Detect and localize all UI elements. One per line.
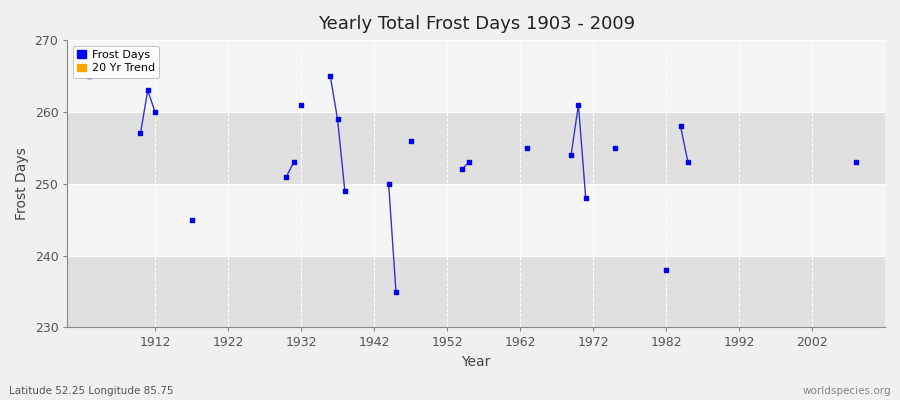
Point (572, 102, 586, 108)
Bar (68, 112, 885, 184)
Point (382, 180, 396, 187)
Point (659, 267, 673, 273)
Point (520, 145, 535, 151)
Point (389, 288, 403, 295)
Bar (68, 256, 885, 328)
Bar (68, 184, 885, 256)
Point (286, 159, 301, 166)
Bar (68, 40, 885, 112)
Point (148, 109, 162, 115)
Point (564, 152, 579, 158)
Point (608, 145, 622, 151)
Point (133, 130, 148, 137)
Point (579, 195, 593, 201)
Point (403, 138, 418, 144)
Legend: Frost Days, 20 Yr Trend: Frost Days, 20 Yr Trend (73, 46, 159, 78)
Point (673, 123, 688, 130)
Title: Yearly Total Frost Days 1903 - 2009: Yearly Total Frost Days 1903 - 2009 (318, 15, 634, 33)
Point (330, 116, 345, 122)
Text: Latitude 52.25 Longitude 85.75: Latitude 52.25 Longitude 85.75 (9, 386, 174, 396)
Point (680, 159, 695, 166)
Point (184, 216, 199, 223)
Point (323, 73, 338, 79)
Point (454, 166, 469, 172)
Point (140, 87, 155, 94)
Point (849, 159, 863, 166)
Point (338, 188, 352, 194)
Point (462, 159, 476, 166)
X-axis label: Year: Year (462, 355, 490, 369)
Point (82, 73, 96, 79)
Point (293, 102, 308, 108)
Y-axis label: Frost Days: Frost Days (15, 147, 29, 220)
Point (279, 173, 293, 180)
Text: worldspecies.org: worldspecies.org (803, 386, 891, 396)
